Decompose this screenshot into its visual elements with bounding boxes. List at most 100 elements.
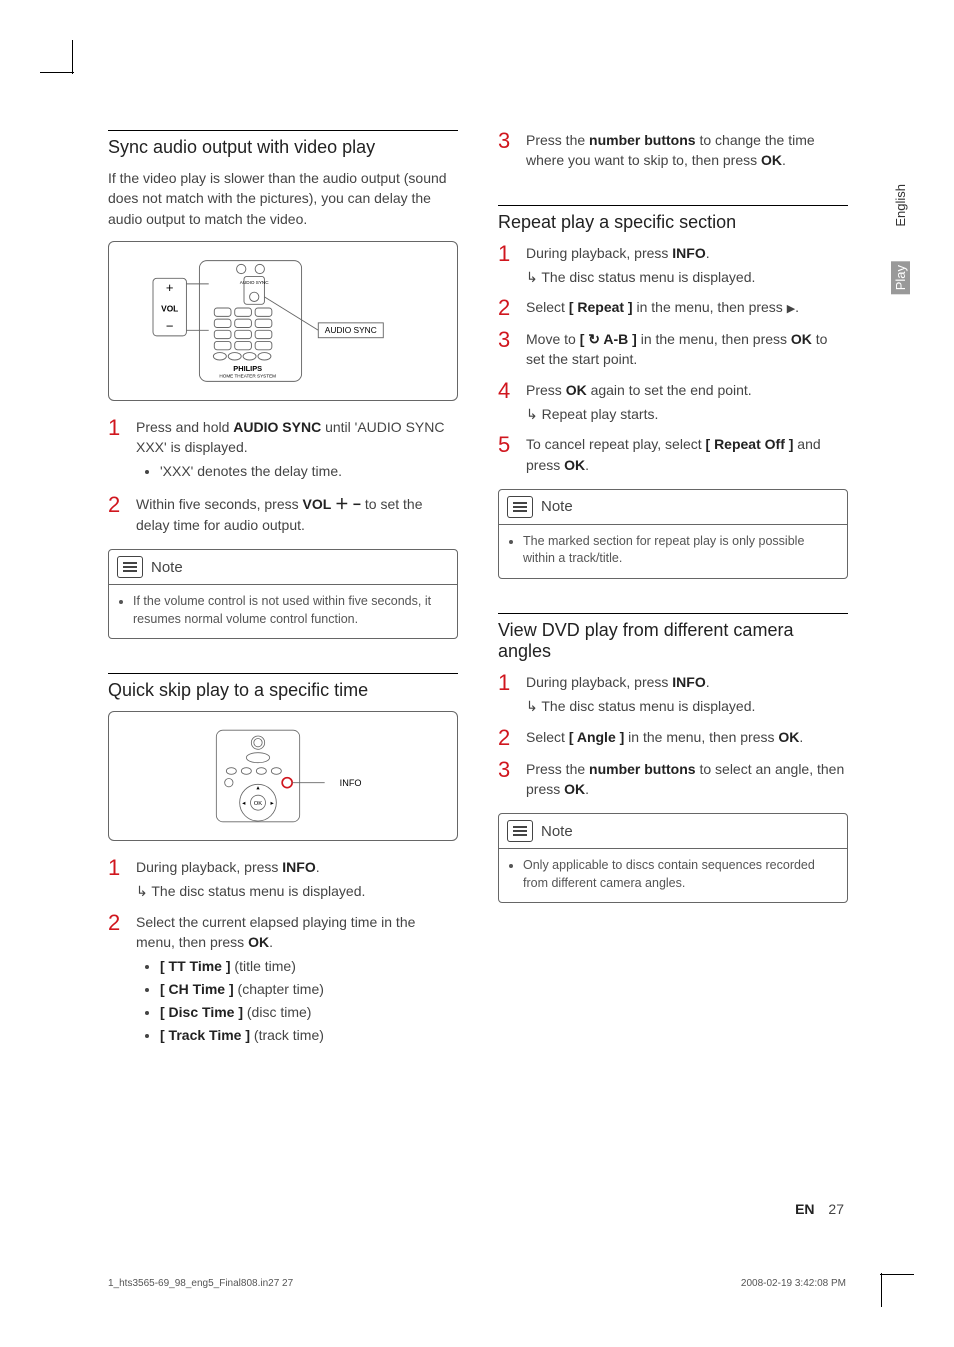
svg-text:OK: OK [254, 801, 263, 807]
step: 1 Press and hold AUDIO SYNC until 'AUDIO… [108, 417, 458, 485]
result: Repeat play starts. [526, 404, 848, 424]
step-body: During playback, press INFO. The disc st… [136, 857, 458, 902]
svg-text:INFO: INFO [340, 778, 362, 788]
page-content: Sync audio output with video play If the… [108, 130, 848, 1058]
divider [108, 673, 458, 674]
step-body: Within five seconds, press VOL ＋ − to se… [136, 494, 458, 535]
steps-quick: 1 During playback, press INFO. The disc … [108, 857, 458, 1048]
note-box: Note The marked section for repeat play … [498, 489, 848, 579]
crop-mark [881, 1273, 882, 1307]
steps-cont: 3 Press the number buttons to change the… [498, 130, 848, 171]
svg-text:PHILIPS: PHILIPS [233, 364, 262, 373]
svg-text:AUDIO SYNC: AUDIO SYNC [325, 325, 377, 335]
step: 3 Move to [ A-B ] in the menu, then pres… [498, 329, 848, 370]
step: 1 During playback, press INFO. The disc … [498, 672, 848, 717]
note-icon [507, 496, 533, 518]
tab-language: English [891, 180, 910, 231]
divider [498, 613, 848, 614]
left-column: Sync audio output with video play If the… [108, 130, 458, 1058]
step: 2 Select the current elapsed playing tim… [108, 912, 458, 1049]
svg-text:▴: ▴ [256, 784, 260, 791]
page-number: 27 [828, 1201, 844, 1217]
note-title: Note [541, 498, 573, 515]
note-box: Note Only applicable to discs contain se… [498, 813, 848, 903]
svg-text:VOL: VOL [161, 304, 178, 314]
step-number: 1 [108, 417, 126, 485]
bullet: 'XXX' denotes the delay time. [160, 461, 458, 482]
bullet: [ TT Time ] (title time) [160, 956, 458, 977]
section-title-angles: View DVD play from different camera angl… [498, 620, 848, 662]
bullet: [ CH Time ] (chapter time) [160, 979, 458, 1000]
divider [498, 205, 848, 206]
remote-diagram-sync: + VOL − AUDIO SYNC AUDIO SYNC [108, 241, 458, 401]
step-number: 3 [498, 130, 516, 171]
crop-mark [72, 40, 73, 74]
svg-text:+: + [166, 280, 174, 295]
note-icon [507, 820, 533, 842]
step-number: 1 [108, 857, 126, 902]
step-number: 2 [498, 727, 516, 749]
step: 3 Press the number buttons to change the… [498, 130, 848, 171]
note-body: The marked section for repeat play is on… [499, 527, 847, 578]
step: 3 Press the number buttons to select an … [498, 759, 848, 800]
result: The disc status menu is displayed. [526, 267, 848, 287]
step-body: Press OK again to set the end point. Rep… [526, 380, 848, 425]
result: The disc status menu is displayed. [136, 881, 458, 901]
remote-diagram-svg: + VOL − AUDIO SYNC AUDIO SYNC [123, 256, 443, 386]
section-title-repeat: Repeat play a specific section [498, 212, 848, 233]
step-number: 3 [498, 759, 516, 800]
note-icon [117, 556, 143, 578]
note-title: Note [541, 823, 573, 840]
crop-mark [880, 1274, 914, 1275]
page-footer: EN 27 [795, 1201, 844, 1217]
step: 2 Select [ Repeat ] in the menu, then pr… [498, 297, 848, 319]
step-body: During playback, press INFO. The disc st… [526, 243, 848, 288]
steps-repeat: 1 During playback, press INFO. The disc … [498, 243, 848, 475]
step-body: Press the number buttons to select an an… [526, 759, 848, 800]
side-tabs: English Play [891, 180, 910, 324]
steps-sync: 1 Press and hold AUDIO SYNC until 'AUDIO… [108, 417, 458, 535]
step-number: 5 [498, 434, 516, 475]
step-number: 3 [498, 329, 516, 370]
step-body: Move to [ A-B ] in the menu, then press … [526, 329, 848, 370]
step: 1 During playback, press INFO. The disc … [108, 857, 458, 902]
step-body: Select the current elapsed playing time … [136, 912, 458, 1049]
crop-mark [40, 72, 74, 73]
section-title-sync: Sync audio output with video play [108, 137, 458, 158]
tab-section: Play [891, 261, 910, 294]
step-number: 2 [108, 912, 126, 1049]
step-number: 2 [498, 297, 516, 319]
note-title: Note [151, 559, 183, 576]
remote-diagram-quick: INFO OK ▴ ◂ ▸ [108, 711, 458, 841]
note-body: If the volume control is not used within… [109, 587, 457, 638]
step: 5 To cancel repeat play, select [ Repeat… [498, 434, 848, 475]
repeat-icon [588, 331, 600, 347]
step: 2 Select [ Angle ] in the menu, then pre… [498, 727, 848, 749]
svg-text:▸: ▸ [270, 800, 274, 807]
step: 1 During playback, press INFO. The disc … [498, 243, 848, 288]
divider [108, 130, 458, 131]
step-number: 2 [108, 494, 126, 535]
intro-sync: If the video play is slower than the aud… [108, 168, 458, 229]
result: The disc status menu is displayed. [526, 696, 848, 716]
bullet: [ Track Time ] (track time) [160, 1025, 458, 1046]
step-body: Press and hold AUDIO SYNC until 'AUDIO S… [136, 417, 458, 485]
svg-text:−: − [166, 318, 174, 333]
bullet: [ Disc Time ] (disc time) [160, 1002, 458, 1023]
step: 2 Within five seconds, press VOL ＋ − to … [108, 494, 458, 535]
svg-text:AUDIO SYNC: AUDIO SYNC [240, 280, 269, 285]
step-body: To cancel repeat play, select [ Repeat O… [526, 434, 848, 475]
right-column: 3 Press the number buttons to change the… [498, 130, 848, 1058]
note-box: Note If the volume control is not used w… [108, 549, 458, 639]
step-body: Press the number buttons to change the t… [526, 130, 848, 171]
step-body: Select [ Angle ] in the menu, then press… [526, 727, 848, 749]
print-footer-right: 2008-02-19 3:42:08 PM [741, 1278, 846, 1289]
play-icon [787, 299, 795, 315]
step-body: Select [ Repeat ] in the menu, then pres… [526, 297, 848, 319]
remote-diagram-svg: INFO OK ▴ ◂ ▸ [123, 726, 443, 826]
print-footer-left: 1_hts3565-69_98_eng5_Final808.in27 27 [108, 1278, 293, 1289]
svg-text:HOME THEATER SYSTEM: HOME THEATER SYSTEM [219, 374, 276, 379]
step-number: 1 [498, 672, 516, 717]
step-number: 1 [498, 243, 516, 288]
step-number: 4 [498, 380, 516, 425]
